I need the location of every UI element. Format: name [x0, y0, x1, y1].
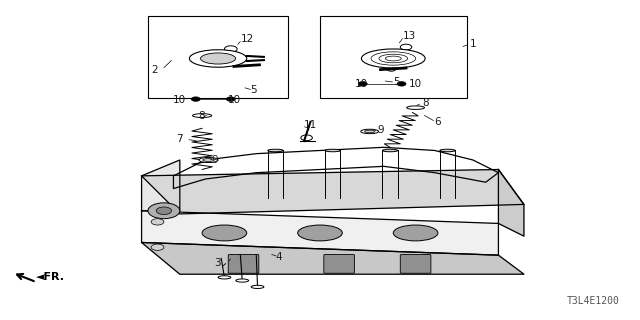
Text: 10: 10 — [409, 79, 422, 89]
Ellipse shape — [325, 149, 340, 152]
Ellipse shape — [406, 106, 424, 109]
Text: 8: 8 — [198, 111, 205, 121]
Text: 10: 10 — [173, 95, 186, 105]
FancyBboxPatch shape — [400, 254, 431, 273]
FancyBboxPatch shape — [228, 254, 259, 273]
Text: 8: 8 — [422, 98, 429, 108]
Text: 9: 9 — [378, 125, 384, 135]
Polygon shape — [141, 170, 524, 214]
Polygon shape — [141, 243, 524, 274]
Ellipse shape — [193, 114, 212, 117]
Circle shape — [151, 244, 164, 251]
Ellipse shape — [199, 157, 218, 163]
Polygon shape — [499, 170, 524, 236]
Circle shape — [148, 203, 180, 219]
Text: 9: 9 — [212, 155, 218, 165]
Ellipse shape — [203, 159, 214, 161]
Circle shape — [400, 44, 412, 50]
Ellipse shape — [236, 279, 248, 282]
Circle shape — [156, 207, 172, 215]
Circle shape — [301, 135, 312, 141]
Ellipse shape — [189, 50, 246, 67]
Text: 4: 4 — [275, 252, 282, 262]
Circle shape — [397, 82, 406, 86]
Text: 7: 7 — [177, 134, 183, 144]
Circle shape — [225, 46, 237, 52]
Polygon shape — [141, 211, 499, 255]
Text: 13: 13 — [403, 31, 416, 41]
Ellipse shape — [218, 276, 231, 279]
Text: 11: 11 — [304, 120, 317, 130]
Circle shape — [387, 67, 396, 71]
Text: T3L4E1200: T3L4E1200 — [566, 296, 620, 306]
Ellipse shape — [298, 225, 342, 241]
Text: 12: 12 — [241, 35, 253, 44]
Ellipse shape — [361, 129, 379, 134]
Ellipse shape — [365, 130, 375, 133]
Ellipse shape — [200, 53, 236, 64]
Ellipse shape — [440, 149, 455, 152]
Circle shape — [227, 97, 236, 101]
Text: 5: 5 — [394, 77, 400, 87]
Circle shape — [191, 97, 200, 101]
Text: 10: 10 — [355, 79, 368, 89]
Polygon shape — [141, 160, 180, 211]
Ellipse shape — [268, 149, 283, 152]
FancyBboxPatch shape — [324, 254, 355, 273]
Text: 6: 6 — [435, 117, 442, 127]
Text: 1: 1 — [470, 39, 476, 49]
Circle shape — [358, 82, 367, 86]
Ellipse shape — [202, 225, 246, 241]
Text: 2: 2 — [151, 65, 157, 75]
Text: 5: 5 — [250, 85, 257, 95]
Ellipse shape — [251, 285, 264, 288]
Ellipse shape — [383, 149, 397, 152]
Text: ◄FR.: ◄FR. — [36, 272, 65, 282]
Bar — [320, 16, 467, 98]
Bar — [148, 16, 288, 98]
Ellipse shape — [362, 49, 425, 68]
Text: 3: 3 — [214, 258, 221, 268]
Circle shape — [151, 219, 164, 225]
Text: 10: 10 — [228, 95, 241, 105]
Ellipse shape — [394, 225, 438, 241]
